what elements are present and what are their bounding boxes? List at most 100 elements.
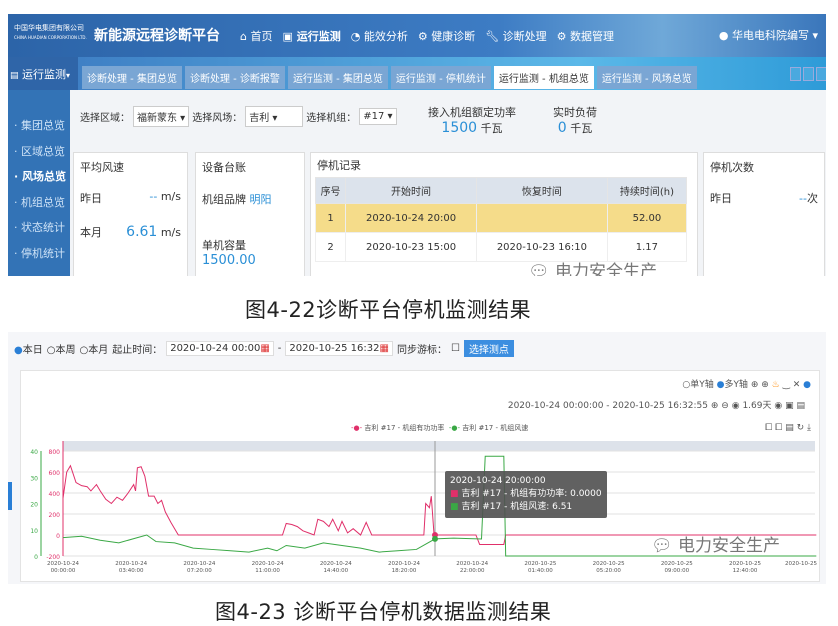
row-value: -- <box>799 192 807 205</box>
close-icon[interactable]: ✕ <box>792 380 801 390</box>
col-header: 开始时间 <box>345 177 477 204</box>
side-handle[interactable] <box>8 482 12 510</box>
end-date-value: 2020-10-25 16:32 <box>289 343 380 354</box>
fire-icon[interactable]: ♨ <box>771 380 780 390</box>
brand-row: 机组品牌 明阳 <box>196 181 304 217</box>
kpi-realtime-load: 实时负荷 0 千瓦 <box>553 104 597 136</box>
count-row: 昨日 --次 <box>704 181 824 215</box>
tooltip-power: 吉利 #17 - 机组有功功率: 0.0000 <box>461 489 602 499</box>
sidebar-item-group[interactable]: · 集团总览 <box>14 119 65 132</box>
region-label: 选择区域： <box>80 113 130 124</box>
panel-title: 停机记录 <box>317 159 361 172</box>
nav-efficiency[interactable]: ◔ 能效分析 <box>350 30 408 43</box>
table-row[interactable]: 2 2020-10-23 15:00 2020-10-23 16:10 1.17 <box>314 232 688 262</box>
region-select[interactable]: 福新蒙东 ▾ <box>133 106 190 127</box>
company-name-en: CHINA HUADIAN CORPORATION LTD. <box>14 35 87 40</box>
nav-health[interactable]: ⚙ 健康诊断 <box>417 30 476 43</box>
nav-diagnosis[interactable]: 🔧︎ 诊断处理 <box>485 30 547 43</box>
tab-monitor-stop[interactable]: 运行监测 - 停机统计 <box>390 66 491 89</box>
tab-monitor-group[interactable]: 运行监测 - 集团总览 <box>287 66 388 89</box>
x-tick-label: 2020-10-24 03:40:00 <box>115 561 147 574</box>
radio-month[interactable]: ○本月 <box>79 345 109 356</box>
download-icon[interactable]: ▤ <box>796 401 805 411</box>
chevron-down-icon: ▾ <box>66 71 71 80</box>
sidebar-item-status[interactable]: · 状态统计 <box>14 221 65 234</box>
kpi-unit: 千瓦 <box>480 122 503 135</box>
nav-data[interactable]: ⚙ 数据管理 <box>556 30 615 43</box>
select-points-button[interactable]: 选择测点 <box>463 340 514 357</box>
range-navigator <box>63 441 815 451</box>
calendar-icon[interactable]: ▦ <box>260 343 270 354</box>
x-tick-label: 2020-10-25 12:40:00 <box>729 561 761 574</box>
nav-label: 运行监测 <box>296 30 341 43</box>
x-tick-label: 2020-10-24 07:20:00 <box>183 561 215 574</box>
wind-row: 本月 6.61 m/s <box>74 215 187 249</box>
x-tick-label: 2020-10-24 00:00:00 <box>47 561 79 574</box>
settings-icon[interactable]: ● <box>803 380 811 390</box>
nav-home[interactable]: ⌂ 首页 <box>240 30 273 43</box>
unit-select[interactable]: #17 ▾ <box>359 108 397 125</box>
sidebar-item-label: 状态统计 <box>21 221 65 234</box>
cell: 2020-10-23 15:00 <box>345 232 477 262</box>
radio-label: 单Y轴 <box>690 380 714 390</box>
radio-week[interactable]: ○本周 <box>46 345 76 356</box>
tab-monitor-farm[interactable]: 运行监测 - 风场总览 <box>596 66 697 89</box>
calendar-icon[interactable]: ▦ <box>379 343 389 354</box>
chart-tools: ⧠ ⧠ ▤ ↻ ⤓ <box>765 423 811 433</box>
span-value: 1.69天 <box>742 401 772 411</box>
nav-monitoring[interactable]: ▣ 运行监测 <box>282 30 341 43</box>
legend-item-wind[interactable]: -●- 吉利 #17 - 机组风速 <box>448 424 529 432</box>
end-date-input[interactable]: 2020-10-25 16:32▦ <box>285 341 393 356</box>
watermark-text: 电力安全生产 <box>678 536 780 556</box>
legend: -●- 吉利 #17 - 机组有功功率 -●- 吉利 #17 - 机组风速 <box>351 423 528 433</box>
cell: 2 <box>314 232 347 262</box>
radio-today[interactable]: ●本日 <box>14 345 43 356</box>
grid-icon[interactable]: ▣ <box>785 401 794 411</box>
y1-tick-label: 400 <box>49 491 61 498</box>
prev-icon[interactable]: ◉ <box>731 401 740 411</box>
sidebar-header[interactable]: ▤ 运行监测▾ <box>8 57 78 90</box>
radio-label: 多Y轴 <box>724 380 748 390</box>
radio-label: 本月 <box>88 345 109 356</box>
sidebar-item-unit[interactable]: · 机组总览 <box>14 195 65 209</box>
x-tick-label: 2020-10-25 05:20:00 <box>593 561 625 574</box>
legend-item-power[interactable]: -●- 吉利 #17 - 机组有功功率 <box>351 424 445 432</box>
sidebar-item-farm[interactable]: · 风场总览 <box>14 170 67 183</box>
watermark: 💬︎ 电力安全生产 <box>528 257 657 276</box>
unit-label: 选择机组： <box>306 113 357 124</box>
sync-checkbox[interactable]: ☐ <box>450 343 460 354</box>
stop-count-panel: 停机次数 昨日 --次 <box>703 152 825 276</box>
tab-monitor-unit[interactable]: 运行监测 - 机组总览 <box>493 66 594 89</box>
filter-bar: 选择区域： 福新蒙东 ▾ 选择风场： 吉利 ▾ 选择机组： #17 ▾ <box>80 106 397 127</box>
range-text: 2020-10-24 00:00:00 - 2020-10-25 16:32:5… <box>507 401 708 411</box>
next-icon[interactable]: ◉ <box>774 401 783 411</box>
zoom-out-icon[interactable]: ⊖ <box>721 401 729 411</box>
row-unit: m/s <box>160 190 181 203</box>
y2-tick-label: 0 <box>34 554 38 561</box>
add-icon[interactable]: ⊕ <box>761 380 769 390</box>
tab-diagnosis-group[interactable]: 诊断处理 - 集团总览 <box>82 66 182 89</box>
y2-tick-label: 40 <box>30 449 38 456</box>
tool-icon[interactable]: ⧠ ⧠ ▤ ↻ ⤓ <box>765 423 811 433</box>
zoom-in-icon[interactable]: ⊕ <box>710 401 719 411</box>
table-row[interactable]: 1 2020-10-24 20:00 52.00 <box>314 203 688 233</box>
sidebar-item-stop[interactable]: · 停机统计 <box>14 246 65 260</box>
range-controls: 2020-10-24 00:00:00 - 2020-10-25 16:32:5… <box>508 398 805 411</box>
x-tick-label: 2020-10-24 14:40:00 <box>320 561 352 574</box>
y2-tick-label: 10 <box>30 528 38 535</box>
expand-icon[interactable] <box>816 67 826 81</box>
nav-label: 数据管理 <box>570 30 615 43</box>
farm-select[interactable]: 吉利 ▾ <box>245 106 304 127</box>
close-tab-icon[interactable] <box>803 67 814 81</box>
radio-single-y[interactable]: ○单Y轴 <box>682 380 714 390</box>
user-menu[interactable]: ● 华电电科院编写 ▾ <box>718 29 818 42</box>
sidebar-item-region[interactable]: · 区域总览 <box>14 144 65 158</box>
minimize-icon[interactable]: ‿ <box>782 380 790 390</box>
zoom-icon[interactable]: ⊕ <box>750 380 759 390</box>
tab-diagnosis-alarm[interactable]: 诊断处理 - 诊断报警 <box>184 66 285 89</box>
nav-label: 健康诊断 <box>431 30 476 43</box>
start-date-input[interactable]: 2020-10-24 00:00▦ <box>166 341 274 356</box>
radio-multi-y[interactable]: ●多Y轴 <box>716 380 748 390</box>
refresh-icon[interactable] <box>790 67 801 81</box>
legend-label: 吉利 #17 - 机组风速 <box>462 424 529 432</box>
